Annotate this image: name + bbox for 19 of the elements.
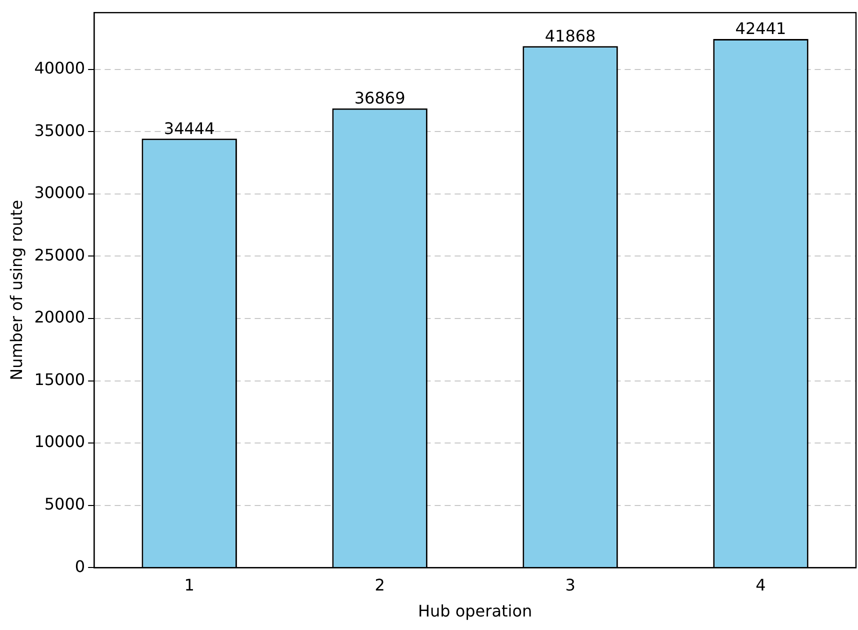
data-label: 36869 [354,88,406,108]
y-tick-label: 40000 [34,58,86,78]
y-tick-label: 5000 [44,494,86,514]
y-tick-label: 15000 [34,370,86,389]
x-tick-label: 3 [565,575,576,594]
y-tick-label: 20000 [34,308,86,327]
x-tick-label: 4 [756,575,766,594]
x-tick-label: 1 [184,575,194,594]
y-axis-title: Number of using route [6,200,26,380]
x-tick-label: 2 [374,575,385,594]
x-axis-title: Hub operation [418,602,532,621]
y-tick-label: 35000 [34,120,86,140]
y-tick-label: 30000 [34,183,86,202]
data-label: 34444 [164,118,215,138]
data-label: 41868 [544,26,596,46]
y-tick-label: 25000 [34,245,86,264]
y-tick-label: 0 [74,556,86,576]
data-label: 42441 [735,19,786,38]
y-tick-label: 10000 [34,432,86,452]
